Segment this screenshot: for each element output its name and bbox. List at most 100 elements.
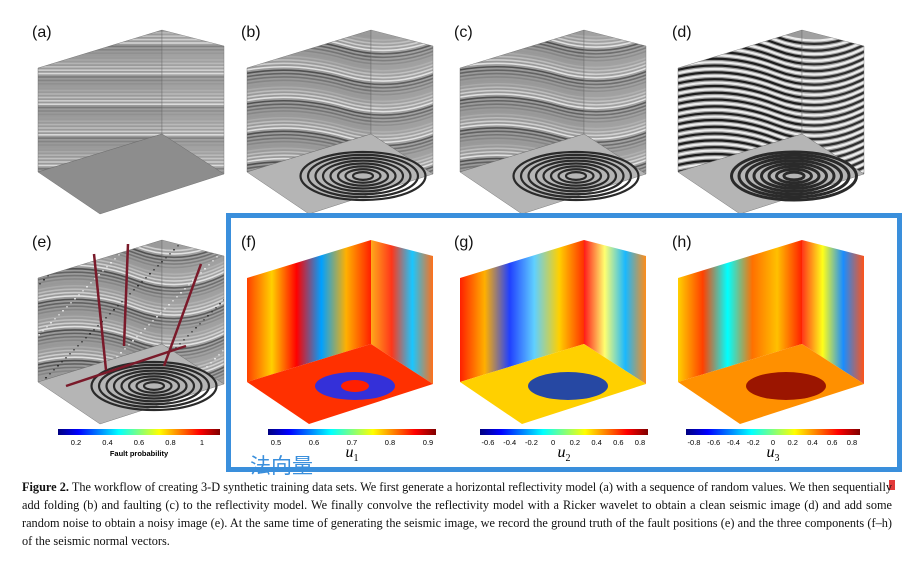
panel-a: (a): [32, 24, 228, 216]
horizon-ring: [135, 378, 173, 394]
colorbar-tick-label: -0.4: [503, 438, 517, 447]
colorbar-u3: -0.8 -0.6 -0.4 -0.2 0 0.2 0.4 0.6 0.8 u3: [686, 429, 860, 469]
component-symbol: u: [766, 444, 775, 461]
vector-anomaly: [341, 380, 369, 392]
component-label: u1: [346, 444, 359, 464]
volume-render: [460, 240, 646, 424]
vector-anomaly: [746, 372, 826, 400]
colorbar-tick-label: 0.8: [165, 438, 176, 447]
horizon-ring: [730, 150, 858, 202]
highlight-box: [226, 213, 902, 472]
vertical-slice-inline: [460, 240, 584, 382]
colorbar-tick-label: 0.4: [807, 438, 818, 447]
horizon-ring: [775, 167, 813, 185]
panel-g: (g): [454, 234, 650, 426]
horizon-ring: [564, 171, 588, 181]
colorbar-tick-label: 0.5: [270, 438, 282, 447]
component-label: u2: [558, 444, 571, 464]
horizon-ring: [752, 159, 836, 193]
component-symbol: u: [557, 444, 566, 461]
colorbar-tick-label: 0.4: [102, 438, 113, 447]
horizon-ring: [127, 375, 181, 397]
panel-label: (f): [241, 234, 257, 251]
colorbar-u2: -0.6 -0.4 -0.2 0 0.2 0.4 0.6 0.8 u2: [480, 429, 648, 469]
volume-render: [678, 240, 864, 424]
horizon-ring: [351, 171, 375, 181]
horizon-ring: [549, 165, 603, 187]
panel-e: (e): [32, 234, 228, 426]
horizon-ring: [519, 153, 633, 199]
component-subscript: 2: [565, 453, 571, 465]
horizon-ring: [527, 156, 625, 196]
panel-b: (b): [241, 24, 437, 216]
horizon-ring: [112, 369, 196, 403]
component-label: u3: [767, 444, 780, 464]
figure-caption: Figure 2. The workflow of creating 3-D s…: [22, 478, 892, 550]
panel-label: (b): [241, 24, 261, 41]
volume-render: [37, 239, 225, 425]
colorbar-tick-label: 0.8: [634, 438, 646, 447]
panel-f: (f): [241, 234, 437, 426]
colorbar-tick-label: -0.6: [481, 438, 495, 447]
horizon-ring: [542, 162, 610, 190]
horizon-ring: [329, 162, 397, 190]
vertical-slice-inline: [678, 240, 802, 382]
horizon-ring: [782, 170, 806, 182]
panel-d: (d): [672, 24, 868, 216]
colorbar-gradient: [58, 429, 220, 435]
volume-render: [37, 29, 225, 215]
fault-trace: [92, 253, 108, 371]
volume-render: [246, 29, 434, 215]
panel-h: (h): [672, 234, 868, 426]
colorbar-tick-label: 0.9: [422, 438, 434, 447]
horizon-ring: [97, 363, 211, 409]
horizon-ring: [344, 168, 382, 184]
colorbar-tick-label: -0.4: [727, 438, 740, 447]
vertical-slice-crossline: [802, 240, 864, 384]
colorbar-tick-label: 0.2: [787, 438, 798, 447]
colorbar-fault-probability: 0.2 0.4 0.6 0.8 1 Fault probability: [58, 429, 220, 469]
horizon-ring: [314, 156, 412, 196]
colorbar-gradient: [268, 429, 436, 435]
colorbar-tick-label: -0.8: [687, 438, 701, 447]
horizon-ring: [90, 360, 218, 412]
horizon-ring: [557, 168, 595, 184]
colorbar-gradient: [480, 429, 648, 435]
horizon-ring: [760, 162, 828, 190]
vertical-slice-inline: [247, 240, 371, 382]
colorbar-tick-label: 0.2: [70, 438, 82, 447]
fault-trace: [162, 263, 203, 367]
horizon-ring: [120, 372, 188, 400]
horizon-ring: [737, 153, 851, 199]
colorbar-tick-label: 0.6: [133, 438, 145, 447]
colorbar-tick-label: 0: [770, 438, 776, 447]
colorbar-u1: 0.5 0.6 0.7 0.8 0.9 u1: [268, 429, 436, 469]
colorbar-tick-label: 0.7: [346, 438, 358, 447]
volume-render: [677, 29, 865, 215]
component-symbol: u: [345, 444, 354, 461]
panel-label: (a): [32, 24, 52, 41]
colorbar-tick-label: 0.8: [846, 438, 858, 447]
horizon-ring: [142, 381, 166, 391]
horizon-ring: [534, 159, 618, 193]
horizon-ring: [306, 153, 420, 199]
vertical-slice-crossline: [584, 240, 646, 384]
colorbar-gradient: [686, 429, 860, 435]
panel-c: (c): [454, 24, 650, 216]
volume-render: [459, 29, 647, 215]
component-subscript: 1: [353, 453, 359, 465]
colorbar-tick-label: 1: [199, 438, 205, 447]
colorbar-tick-label: 0.8: [384, 438, 396, 447]
figure-label: Figure 2.: [22, 480, 69, 494]
fault-trace: [122, 243, 130, 347]
red-marker: [889, 480, 895, 490]
caption-text: The workflow of creating 3-D synthetic t…: [22, 480, 893, 548]
horizon-ring: [512, 150, 640, 202]
colorbar-title: Fault probability: [109, 449, 169, 458]
annotation-text: 法向量: [250, 454, 313, 478]
colorbar-tick-label: 0.2: [569, 438, 581, 447]
component-subscript: 3: [774, 453, 780, 465]
panel-label: (c): [454, 24, 473, 41]
volume-render: [247, 240, 433, 424]
horizon-ring: [299, 150, 427, 202]
